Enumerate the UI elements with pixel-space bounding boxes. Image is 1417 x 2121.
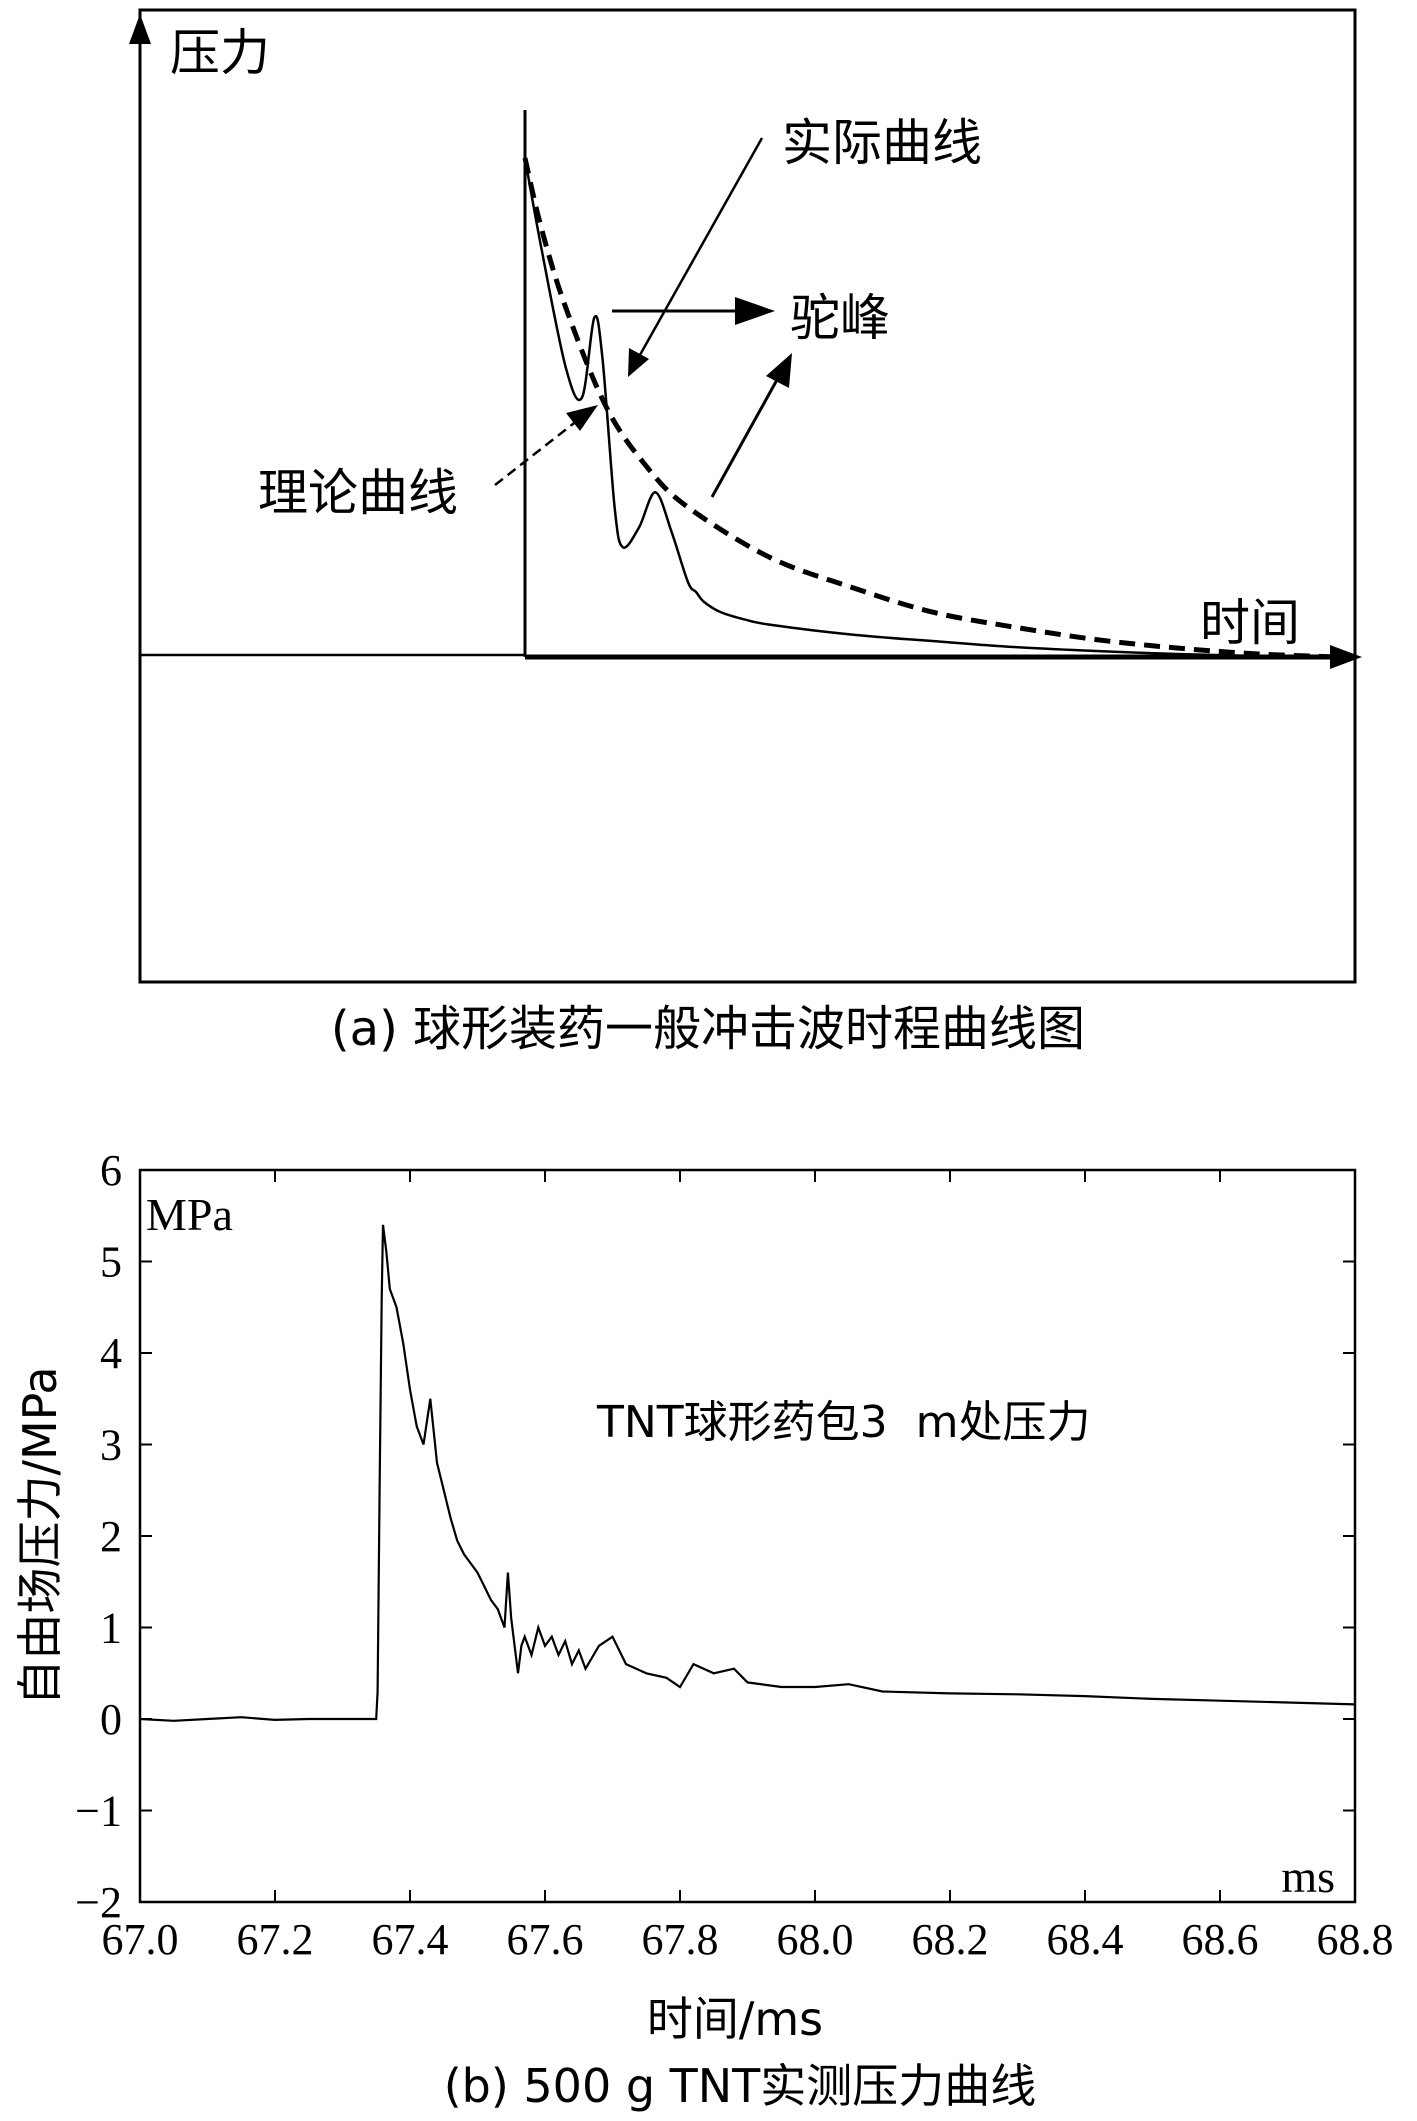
panel-b-ticks bbox=[139, 1169, 1356, 1903]
x-tick-label: 67.4 bbox=[372, 1915, 449, 1964]
panel-b-pressure-line bbox=[139, 1224, 1356, 1722]
panel-b-y-label: 自由场压力/MPa bbox=[13, 1366, 67, 1705]
panel-a-theoretical-curve-label: 理论曲线 bbox=[258, 464, 458, 522]
panel-b-y-tick-labels: 6 5 4 3 2 1 0 −1 −2 bbox=[75, 1146, 122, 1927]
panel-a-theoretical-arrowhead bbox=[566, 405, 598, 431]
panel-b-annotation: TNT球形药包3 m处压力 bbox=[596, 1397, 1091, 1448]
y-tick-label: 1 bbox=[100, 1604, 122, 1653]
panel-a-camel-arrowhead-2 bbox=[766, 353, 792, 388]
panel-a-actual-curve-pointer bbox=[634, 137, 764, 363]
panel-b-unit-bottom: ms bbox=[1281, 1851, 1335, 1902]
y-tick-label: −1 bbox=[75, 1787, 122, 1836]
x-tick-label: 68.0 bbox=[777, 1915, 854, 1964]
panel-a-x-arrow bbox=[1330, 645, 1362, 669]
panel-a-actual-curve bbox=[523, 157, 1341, 659]
x-tick-label: 68.8 bbox=[1317, 1915, 1394, 1964]
panel-a-camel-peak-label: 驼峰 bbox=[790, 289, 890, 347]
panel-a-y-arrow bbox=[129, 14, 151, 44]
panel-a-actual-curve-label: 实际曲线 bbox=[782, 114, 982, 172]
panel-a-x-label: 时间 bbox=[1200, 594, 1300, 652]
panel-a-camel-pointer-2 bbox=[710, 377, 780, 498]
y-tick-label: 3 bbox=[100, 1421, 122, 1470]
panel-a-theoretical-curve bbox=[522, 157, 1341, 660]
panel-b-frame bbox=[138, 1168, 1357, 1904]
panel-a-theoretical-pointer bbox=[494, 419, 579, 486]
panel-a-camel-arrowhead-1 bbox=[735, 297, 775, 325]
y-tick-label: −2 bbox=[75, 1878, 122, 1927]
panel-a-y-label: 压力 bbox=[170, 24, 270, 82]
x-tick-label: 67.2 bbox=[237, 1915, 314, 1964]
panel-a-caption: (a) 球形装药一般冲击波时程曲线图 bbox=[331, 1001, 1085, 1057]
panel-a: 压力 时间 实际曲线 驼峰 理论曲线 (a) 球形装药一般冲击波时程曲线图 bbox=[129, 8, 1362, 1057]
panel-b: 6 5 4 3 2 1 0 −1 −2 67.0 67.2 67.4 67.6 67.8 68.0 68.2… bbox=[13, 1146, 1394, 2113]
panel-a-actual-curve-arrowhead bbox=[628, 348, 649, 377]
x-tick-label: 68.4 bbox=[1047, 1915, 1124, 1964]
y-tick-label: 4 bbox=[100, 1329, 122, 1378]
y-tick-label: 5 bbox=[100, 1238, 122, 1287]
x-tick-label: 67.8 bbox=[642, 1915, 719, 1964]
panel-b-x-label: 时间/ms bbox=[647, 1992, 823, 2046]
x-tick-label: 67.0 bbox=[102, 1915, 179, 1964]
y-tick-label: 6 bbox=[100, 1146, 122, 1195]
panel-b-x-tick-labels: 67.0 67.2 67.4 67.6 67.8 68.0 68.2 68.4 68.6 68.8 bbox=[102, 1915, 1394, 1964]
x-tick-label: 68.6 bbox=[1182, 1915, 1259, 1964]
panel-b-unit-top: MPa bbox=[146, 1189, 233, 1240]
y-tick-label: 0 bbox=[100, 1695, 122, 1744]
panel-b-caption: (b) 500 g TNT实测压力曲线 bbox=[444, 2059, 1037, 2113]
x-tick-label: 68.2 bbox=[912, 1915, 989, 1964]
y-tick-label: 2 bbox=[100, 1512, 122, 1561]
x-tick-label: 67.6 bbox=[507, 1915, 584, 1964]
